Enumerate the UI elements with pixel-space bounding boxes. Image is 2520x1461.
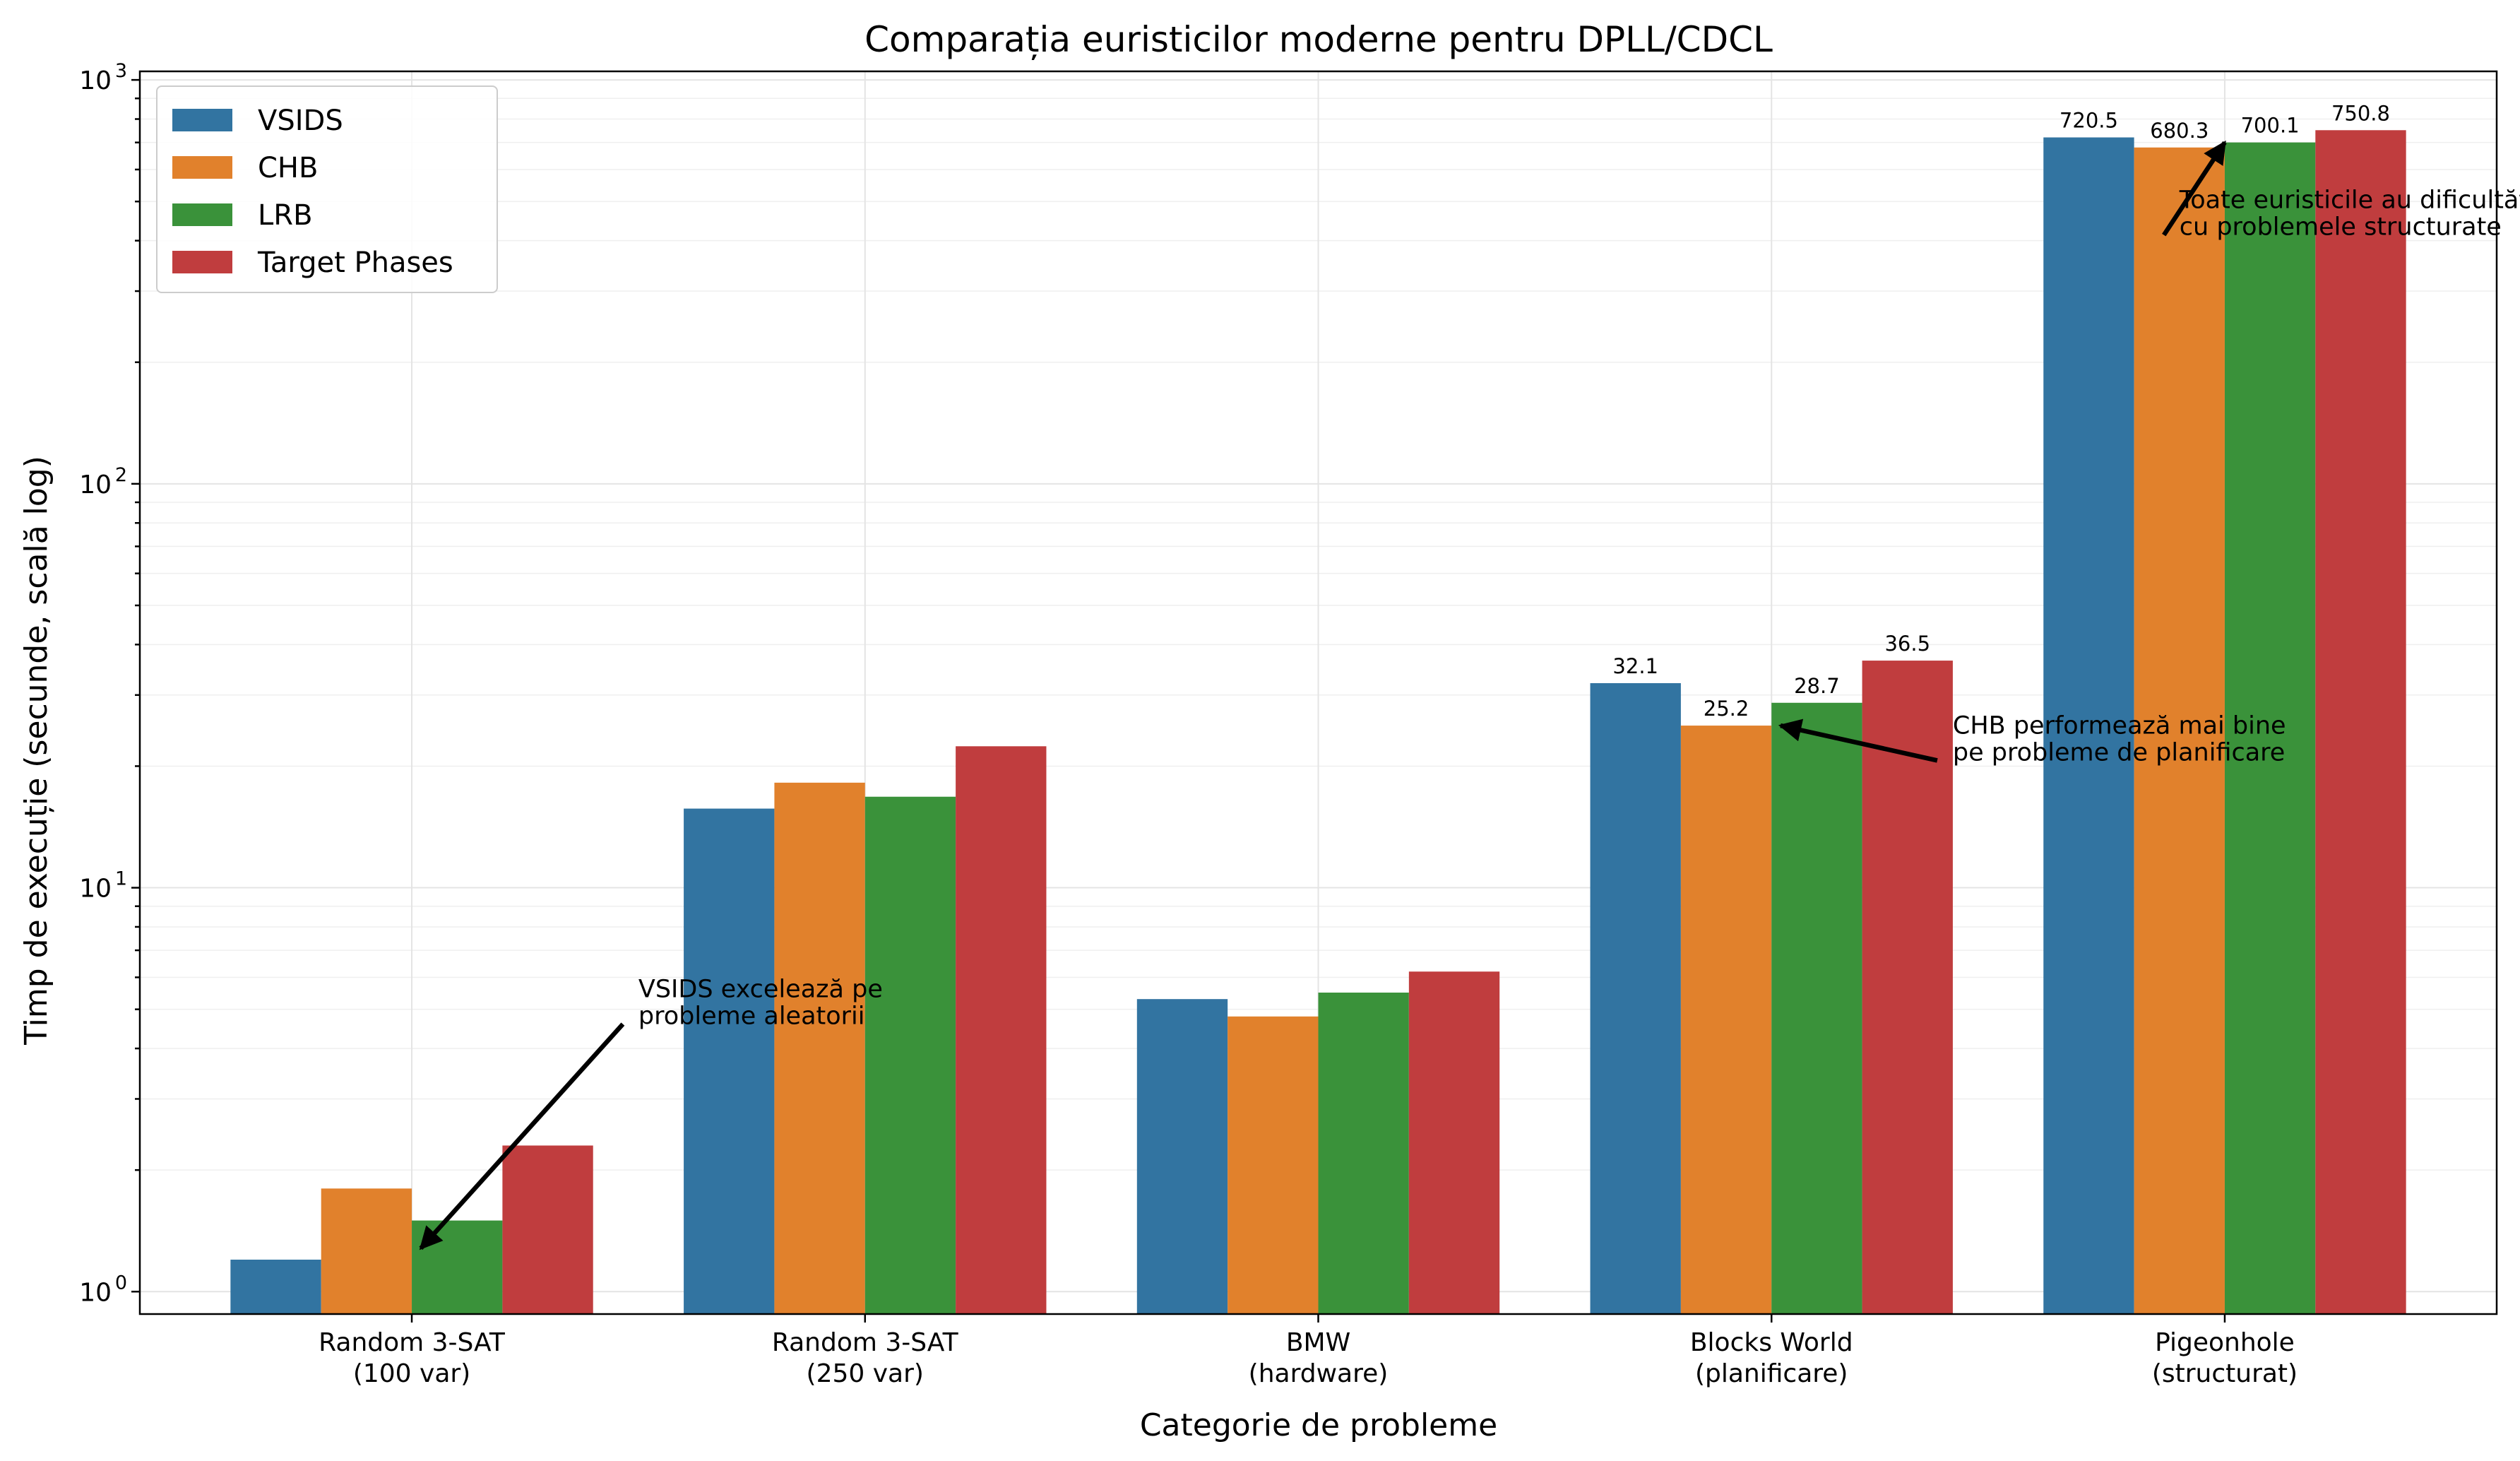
- data-label: 700.1: [2241, 114, 2300, 138]
- data-label: 28.7: [1794, 674, 1840, 698]
- legend-swatch: [172, 203, 232, 226]
- bar-lrb: [412, 1220, 503, 1314]
- x-tick-label: (250 var): [807, 1359, 924, 1388]
- bar-target-phases: [956, 746, 1047, 1314]
- annotation-arrow: [419, 1022, 625, 1250]
- legend-swatch: [172, 251, 232, 273]
- legend: VSIDS CHB LRB Target Phases: [156, 85, 498, 293]
- x-tick-label: Random 3-SAT: [772, 1328, 959, 1357]
- data-label: 720.5: [2060, 109, 2118, 133]
- chart-title: Comparația euristicilor moderne pentru D…: [864, 19, 1773, 60]
- bar-lrb: [864, 796, 956, 1314]
- bar-lrb: [2224, 142, 2316, 1315]
- x-tick-label: Random 3-SAT: [319, 1328, 506, 1357]
- y-tick-exponent: 2: [115, 464, 127, 486]
- bar-lrb: [1318, 992, 1409, 1314]
- x-tick-label: (structurat): [2152, 1359, 2298, 1388]
- bar-target-phases: [502, 1145, 593, 1314]
- legend-swatch: [172, 109, 232, 131]
- y-axis-label: Timp de execuție (secunde, scală log): [18, 456, 54, 1046]
- annotation-text: probleme aleatorii: [638, 1002, 865, 1031]
- bar-target-phases: [1862, 661, 1953, 1314]
- legend-label: VSIDS: [258, 105, 343, 137]
- bar-vsids: [1590, 682, 1681, 1314]
- annotation-text: Toate euristicile au dificultăți: [2179, 187, 2520, 215]
- bar-vsids: [1136, 999, 1228, 1314]
- bar-chb: [1680, 726, 1772, 1314]
- bar-chb: [2134, 147, 2225, 1314]
- annotation-text: VSIDS excelează pe: [638, 976, 883, 1004]
- y-tick-exponent: 0: [115, 1272, 127, 1294]
- x-tick-label: (hardware): [1249, 1359, 1389, 1388]
- bar-lrb: [1771, 702, 1862, 1314]
- y-tick-exponent: 3: [115, 60, 127, 82]
- legend-box: [156, 85, 498, 293]
- annotation-text: CHB performează mai bine: [1953, 711, 2286, 740]
- bar-target-phases: [2315, 130, 2406, 1314]
- x-tick-label: Blocks World: [1690, 1328, 1853, 1357]
- annotation-arrow: [1778, 718, 1938, 763]
- y-tick-label: 10: [79, 1278, 112, 1307]
- bars: [230, 130, 2406, 1315]
- data-label: 680.3: [2150, 119, 2209, 143]
- bar-chb: [321, 1188, 412, 1314]
- annotation-text: cu problemele structurate: [2180, 213, 2502, 242]
- data-label: 750.8: [2331, 101, 2390, 125]
- y-tick-exponent: 1: [115, 868, 127, 890]
- bar-target-phases: [1408, 971, 1500, 1314]
- annotation-arrow: [2162, 140, 2227, 237]
- x-axis-label: Categorie de probleme: [1140, 1407, 1497, 1443]
- x-tick-label: BMW: [1286, 1328, 1350, 1357]
- legend-swatch: [172, 156, 232, 179]
- x-tick-label: (planificare): [1695, 1359, 1848, 1388]
- legend-label: Target Phases: [257, 247, 453, 279]
- data-labels: 32.1 25.2 28.7 36.5 720.5 680.3 700.1 750.8: [1612, 101, 2390, 721]
- y-tick-label: 10: [79, 875, 112, 904]
- y-tick-label: 10: [79, 471, 112, 499]
- legend-label: CHB: [258, 152, 318, 184]
- x-tick-label: Pigeonhole: [2155, 1328, 2295, 1357]
- bar-vsids: [230, 1259, 321, 1314]
- data-label: 25.2: [1704, 697, 1749, 721]
- bar-chb: [1228, 1016, 1319, 1314]
- bar-vsids: [2043, 137, 2134, 1314]
- y-tick-label: 10: [79, 66, 112, 95]
- x-tick-label: (100 var): [353, 1359, 470, 1388]
- annotation-text: pe probleme de planificare: [1953, 738, 2285, 767]
- legend-label: LRB: [258, 199, 313, 232]
- bar-chb: [774, 782, 865, 1314]
- data-label: 32.1: [1612, 654, 1658, 678]
- bar-vsids: [684, 808, 775, 1314]
- data-label: 36.5: [1884, 632, 1930, 656]
